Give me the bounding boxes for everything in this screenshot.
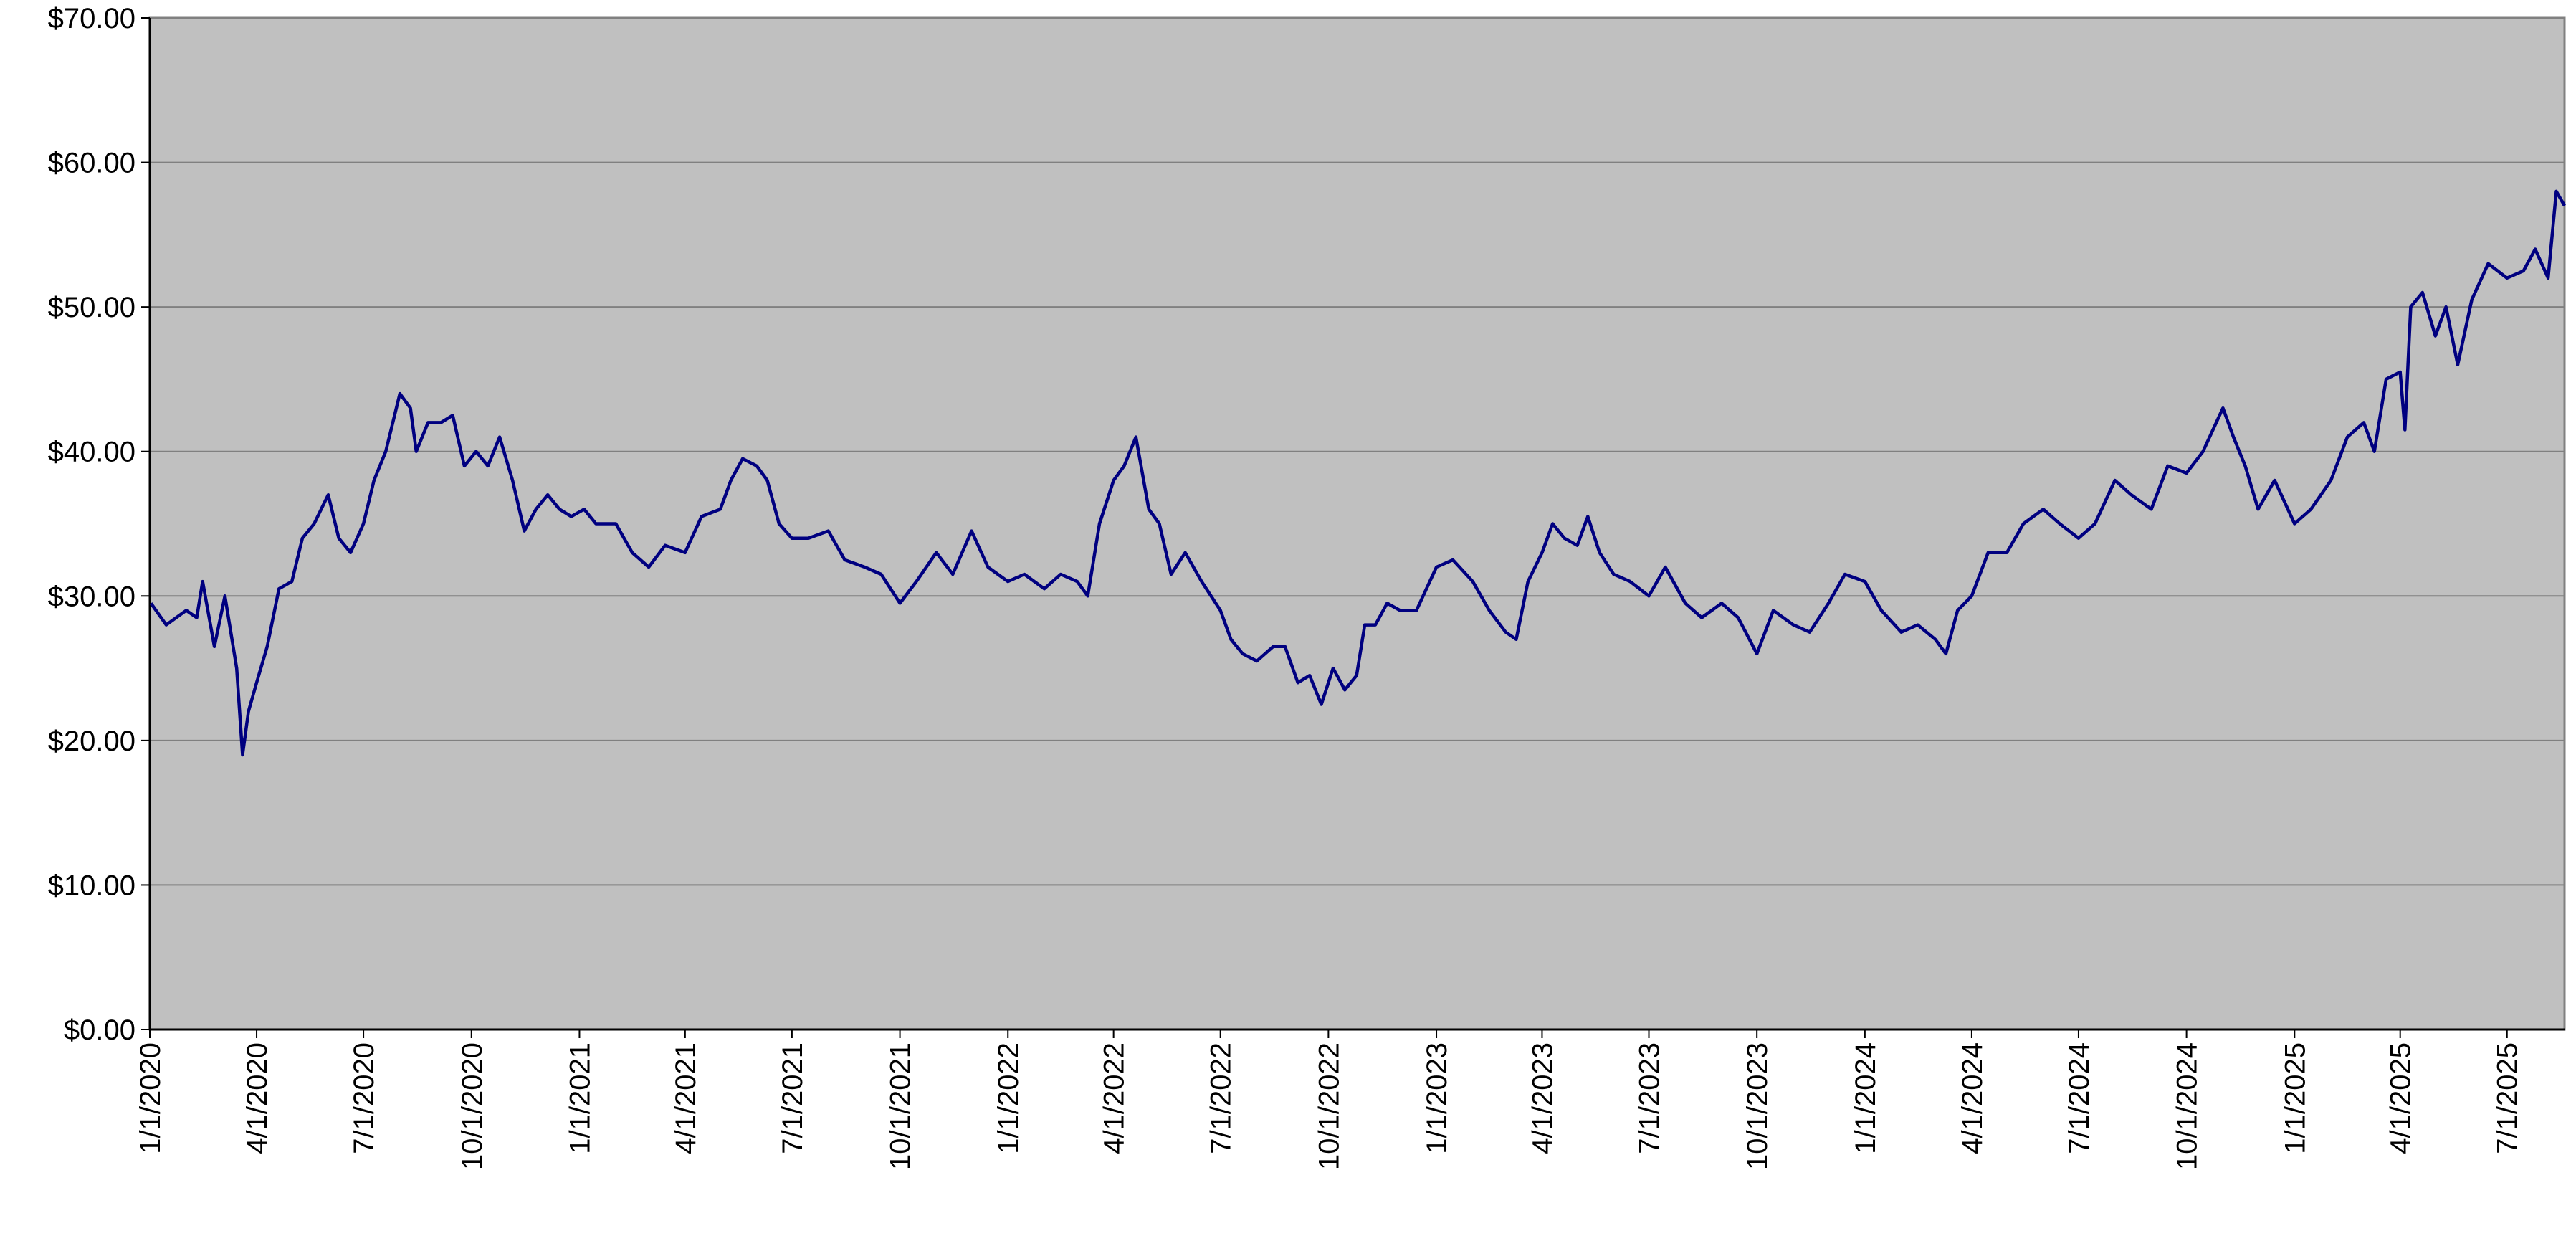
price-line <box>149 189 2566 757</box>
y-tick-label: $50.00 <box>48 292 135 323</box>
x-tick-label: 7/1/2025 <box>2492 1042 2524 1154</box>
x-tick-label: 7/1/2024 <box>2064 1042 2095 1154</box>
marks <box>149 189 2566 757</box>
x-tick-label: 1/1/2022 <box>993 1042 1024 1154</box>
x-tick-label: 1/1/2023 <box>1421 1042 1453 1154</box>
x-tick-label: 1/1/2025 <box>2279 1042 2311 1154</box>
y-tick-label: $30.00 <box>48 581 135 612</box>
y-tick-label: $40.00 <box>48 437 135 468</box>
x-tick-label: 10/1/2021 <box>885 1042 917 1170</box>
x-tick-label: 10/1/2022 <box>1313 1042 1345 1170</box>
x-tick-label: 10/1/2020 <box>457 1042 488 1170</box>
x-tick-label: 1/1/2020 <box>135 1042 166 1154</box>
axes: $0.00 $10.00 $20.00 $30.00 $40.00 $50.00 $60.0… <box>48 3 2565 1170</box>
grid <box>150 17 2565 1030</box>
x-tick-label: 4/1/2023 <box>1527 1042 1558 1154</box>
x-tick-label: 4/1/2022 <box>1099 1042 1130 1154</box>
y-tick-label: $70.00 <box>48 3 135 34</box>
x-tick-label: 4/1/2020 <box>242 1042 273 1154</box>
x-tick-label: 4/1/2021 <box>670 1042 702 1154</box>
y-tick-label: $20.00 <box>48 726 135 757</box>
plot-area <box>148 16 2566 1031</box>
x-tick-label: 1/1/2021 <box>564 1042 596 1154</box>
x-tick-label: 7/1/2020 <box>348 1042 380 1154</box>
y-tick-label: $0.00 <box>64 1014 135 1046</box>
x-tick-label: 7/1/2022 <box>1206 1042 1237 1154</box>
x-tick-label: 4/1/2025 <box>2385 1042 2417 1154</box>
x-tick-label: 4/1/2024 <box>1957 1042 1988 1154</box>
x-tick-label: 1/1/2024 <box>1850 1042 1881 1154</box>
x-tick-label: 10/1/2024 <box>2172 1042 2203 1170</box>
y-tick-label: $10.00 <box>48 870 135 901</box>
x-tick-label: 7/1/2023 <box>1633 1042 1665 1154</box>
x-tick-label: 10/1/2023 <box>1742 1042 1773 1170</box>
y-tick-label: $60.00 <box>48 148 135 179</box>
x-tick-label: 7/1/2021 <box>777 1042 808 1154</box>
